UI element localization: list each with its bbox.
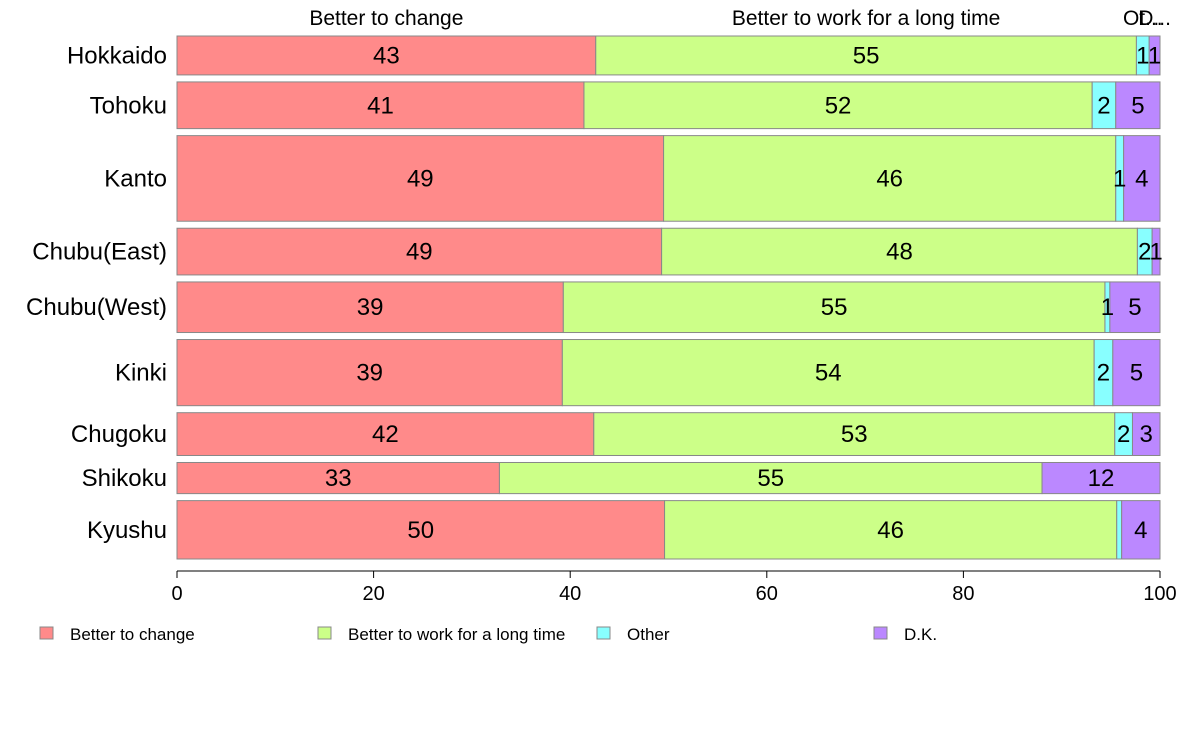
bar-chugoku-better-to-work-for-a-long-time — [593, 412, 1116, 456]
bar-kyushu-d-k — [1121, 500, 1161, 560]
bar-tohoku-d-k — [1115, 81, 1161, 130]
x-tick-label-40: 40 — [559, 583, 581, 605]
data-label-hokkaido-better-to-work-for-a-long-time: 55 — [853, 42, 880, 69]
data-label-chubu-east-d-k: 1 — [1149, 239, 1162, 266]
data-label-chugoku-other: 2 — [1117, 421, 1130, 448]
category-label-kyushu: Kyushu — [87, 517, 167, 544]
bar-chubu-east-better-to-work-for-a-long-time — [661, 227, 1138, 276]
category-label-kanto: Kanto — [104, 165, 167, 192]
x-tick-label-100: 100 — [1143, 583, 1176, 605]
data-label-tohoku-d-k: 5 — [1131, 92, 1144, 119]
legend-label-other: Other — [627, 625, 670, 644]
data-label-hokkaido-d-k: 1 — [1148, 42, 1161, 69]
category-label-shikoku: Shikoku — [82, 465, 167, 492]
legend-swatch-better-to-change — [39, 626, 54, 640]
bar-kinki-better-to-change — [176, 339, 563, 407]
data-label-chubu-west-other: 1 — [1101, 294, 1114, 321]
legend-label-better-to-change: Better to change — [70, 625, 195, 644]
x-tick-label-0: 0 — [171, 583, 182, 605]
top-label-better-to-change: Better to change — [309, 7, 463, 30]
bar-shikoku-better-to-change — [176, 461, 500, 495]
bar-kinki-d-k — [1112, 339, 1161, 407]
bar-shikoku-d-k — [1041, 461, 1161, 495]
bar-chubu-west-d-k — [1109, 281, 1161, 334]
data-label-hokkaido-better-to-change: 43 — [373, 42, 400, 69]
data-label-chubu-west-better-to-change: 39 — [357, 294, 384, 321]
data-label-chubu-east-other: 2 — [1138, 239, 1151, 266]
bar-chugoku-better-to-change — [176, 412, 595, 456]
data-label-kinki-d-k: 5 — [1130, 360, 1143, 387]
legend-swatch-d-k — [873, 626, 888, 640]
category-label-chugoku: Chugoku — [71, 421, 167, 448]
bar-kanto-better-to-change — [176, 135, 665, 222]
legend-label-better-to-work-for-a-long-time: Better to work for a long time — [348, 625, 565, 644]
bar-kyushu-other — [1116, 500, 1123, 560]
data-label-chubu-east-better-to-work-for-a-long-time: 48 — [886, 239, 913, 266]
data-label-kanto-other: 1 — [1113, 165, 1126, 192]
bar-chubu-east-d-k — [1151, 227, 1161, 276]
data-label-kinki-other: 2 — [1097, 360, 1110, 387]
bar-chubu-west-better-to-change — [176, 281, 564, 334]
top-labels: Better to change Better to work for a lon… — [309, 7, 1171, 30]
bar-hokkaido-better-to-change — [176, 35, 597, 76]
data-label-tohoku-better-to-change: 41 — [367, 92, 394, 119]
category-label-hokkaido: Hokkaido — [67, 42, 167, 69]
bar-kyushu-better-to-change — [176, 500, 666, 560]
category-label-chubu-east: Chubu(East) — [32, 239, 167, 266]
data-label-shikoku-better-to-change: 33 — [325, 465, 352, 492]
data-label-kyushu-better-to-work-for-a-long-time: 46 — [877, 517, 904, 544]
data-label-kinki-better-to-work-for-a-long-time: 54 — [815, 360, 842, 387]
data-label-kanto-better-to-work-for-a-long-time: 46 — [876, 165, 903, 192]
data-label-kanto-better-to-change: 49 — [407, 165, 434, 192]
category-label-chubu-west: Chubu(West) — [26, 294, 167, 321]
category-label-kinki: Kinki — [115, 360, 167, 387]
legend-swatch-other — [596, 626, 611, 640]
data-label-kinki-better-to-change: 39 — [356, 360, 383, 387]
category-labels: Hokkaido Tohoku Kanto Chubu(East) Chubu(West… — [26, 42, 167, 543]
data-label-chugoku-better-to-change: 42 — [372, 421, 399, 448]
legend-swatch-better-to-work-for-a-long-time — [317, 626, 332, 640]
data-label-kyushu-better-to-change: 50 — [407, 517, 434, 544]
data-label-chugoku-d-k: 3 — [1140, 421, 1153, 448]
legend: Better to change Better to work for a lon… — [39, 625, 937, 644]
data-label-chugoku-better-to-work-for-a-long-time: 53 — [841, 421, 868, 448]
bars-group — [176, 35, 1161, 560]
bar-kinki-better-to-work-for-a-long-time — [561, 339, 1095, 407]
top-label-d-k: D... — [1138, 7, 1171, 30]
bar-kanto-better-to-work-for-a-long-time — [663, 135, 1117, 222]
top-label-other: Ot... — [1123, 7, 1163, 30]
data-label-kanto-d-k: 4 — [1135, 165, 1148, 192]
bar-chubu-west-better-to-work-for-a-long-time — [562, 281, 1106, 334]
legend-label-d-k: D.K. — [904, 625, 937, 644]
data-label-tohoku-other: 2 — [1097, 92, 1110, 119]
bar-kanto-d-k — [1123, 135, 1161, 222]
data-label-chubu-west-d-k: 5 — [1128, 294, 1141, 321]
bar-hokkaido-d-k — [1148, 35, 1161, 76]
data-label-shikoku-d-k: 12 — [1088, 465, 1115, 492]
bar-chubu-east-better-to-change — [176, 227, 663, 276]
data-label-hokkaido-other: 1 — [1136, 42, 1149, 69]
x-tick-label-20: 20 — [362, 583, 384, 605]
category-label-tohoku: Tohoku — [90, 92, 167, 119]
data-label-chubu-west-better-to-work-for-a-long-time: 55 — [821, 294, 848, 321]
top-label-better-to-work-for-a-long-time: Better to work for a long time — [732, 7, 1000, 30]
x-tick-label-60: 60 — [756, 583, 778, 605]
data-label-kyushu-d-k: 4 — [1134, 517, 1147, 544]
bar-tohoku-better-to-work-for-a-long-time — [583, 81, 1093, 130]
x-tick-label-80: 80 — [952, 583, 974, 605]
x-axis: 0 20 40 60 80 100 — [171, 570, 1177, 605]
bar-tohoku-better-to-change — [176, 81, 585, 130]
bar-chugoku-d-k — [1131, 412, 1161, 456]
data-label-shikoku-better-to-work-for-a-long-time: 55 — [757, 465, 784, 492]
bar-kyushu-better-to-work-for-a-long-time — [664, 500, 1118, 560]
bar-hokkaido-better-to-work-for-a-long-time — [595, 35, 1137, 76]
data-label-tohoku-better-to-work-for-a-long-time: 52 — [825, 92, 852, 119]
data-label-chubu-east-better-to-change: 49 — [406, 239, 433, 266]
